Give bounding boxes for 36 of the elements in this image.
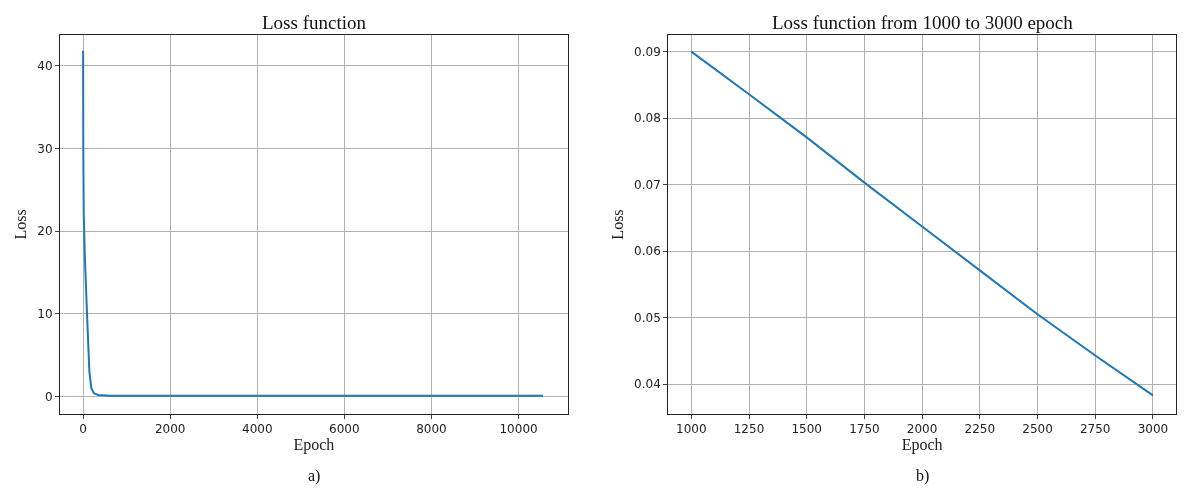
chart-title: Loss function from 1000 to 3000 epoch: [772, 12, 1074, 33]
y-tick-label: 0.06: [634, 244, 661, 259]
y-tick-label: 0: [44, 389, 53, 404]
chart-title: Loss function: [262, 12, 367, 33]
x-tick-label: 3000: [1137, 422, 1169, 437]
line-series: [690, 50, 1154, 397]
text: b): [916, 467, 930, 485]
y-tick-label: 0.08: [634, 111, 661, 126]
y-tick-label: 0.05: [634, 310, 661, 325]
x-tick-label: 0: [79, 422, 87, 437]
x-tick-label: 1000: [676, 422, 707, 437]
y-tick-label: 0.09: [634, 44, 661, 59]
x-tick-label: 1250: [733, 422, 765, 437]
y-tick-label: 10: [37, 307, 53, 322]
x-tick-label: 2750: [1079, 422, 1111, 437]
y-axis-title: Loss: [609, 209, 626, 240]
text: a): [308, 467, 321, 485]
x-axis-title: Epoch: [293, 436, 335, 455]
y-tick-label: 40: [37, 58, 53, 73]
x-tick-label: 2500: [1022, 422, 1053, 437]
x-tick-label: 1500: [791, 422, 822, 437]
x-tick-label: 1750: [849, 422, 880, 437]
y-tick-label: 20: [37, 224, 53, 239]
y-axis-title: Loss: [12, 209, 30, 240]
x-tick-label: 6000: [329, 422, 360, 437]
line-series: [82, 49, 544, 397]
x-tick-label: 2000: [154, 422, 186, 437]
y-tick-label: 30: [37, 141, 53, 156]
x-tick-label: 8000: [416, 422, 447, 437]
y-tick-label: 0.04: [634, 377, 661, 392]
x-tick-label: 4000: [242, 422, 273, 437]
y-tick-label: 0.07: [634, 177, 661, 192]
x-tick-label: 2250: [964, 422, 996, 437]
x-axis-title: Epoch: [901, 436, 943, 455]
x-tick-label: 10000: [499, 422, 538, 437]
x-tick-label: 2000: [906, 422, 938, 437]
